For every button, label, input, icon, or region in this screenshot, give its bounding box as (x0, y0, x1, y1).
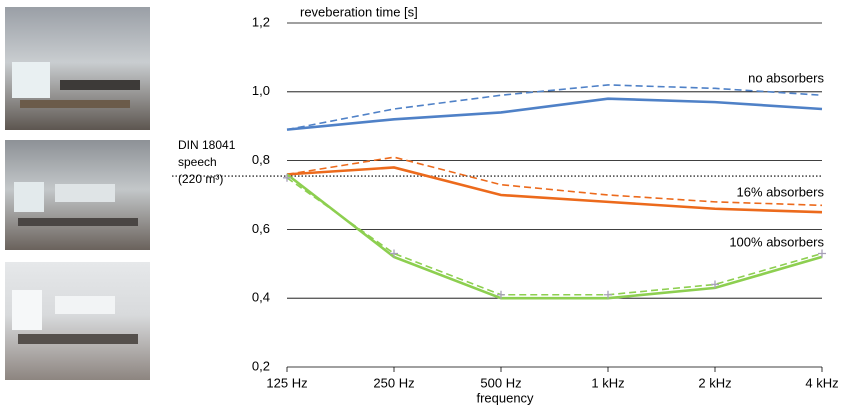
point-marker (283, 173, 291, 182)
series-line (286, 97, 823, 131)
photo (5, 7, 150, 130)
x-tick-label: 2 kHz (698, 375, 731, 390)
series-line (286, 177, 823, 296)
series-line (286, 173, 823, 300)
x-tick-label: 1 kHz (591, 375, 624, 390)
point-marker (711, 280, 719, 289)
x-tick-label: 4 kHz (805, 375, 838, 390)
series-label: 100% absorbers (729, 234, 824, 249)
x-axis-label: frequency (476, 390, 534, 405)
point-marker (604, 290, 612, 299)
series-label: no absorbers (748, 70, 824, 85)
y-tick-label: 1,0 (252, 83, 270, 98)
reference-label: DIN 18041 (178, 138, 236, 152)
point-marker (818, 249, 826, 258)
series-label: 16% absorbers (737, 184, 825, 199)
x-tick-label: 500 Hz (480, 375, 521, 390)
series-line (286, 84, 823, 131)
series-line (286, 156, 823, 207)
point-marker (497, 290, 505, 299)
photo (5, 140, 150, 250)
y-tick-label: 0,8 (252, 152, 270, 167)
x-tick-label: 250 Hz (373, 375, 414, 390)
reference-label: (220 m³) (178, 172, 223, 186)
y-tick-label: 1,2 (252, 14, 270, 29)
y-tick-label: 0,6 (252, 221, 270, 236)
y-tick-label: 0,4 (252, 290, 270, 305)
photo (5, 262, 150, 380)
chart-title: reveberation time [s] (300, 4, 418, 19)
point-marker (390, 249, 398, 258)
series-line (286, 166, 823, 214)
reference-label: speech (178, 155, 217, 169)
y-tick-label: 0,2 (252, 358, 270, 373)
x-tick-label: 125 Hz (266, 375, 307, 390)
